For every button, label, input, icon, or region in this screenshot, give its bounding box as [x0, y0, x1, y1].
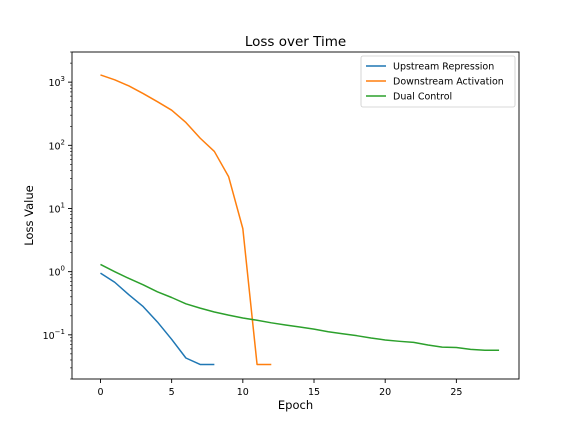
series-line-3 — [100, 263, 500, 352]
legend-label: Upstream Repression — [393, 62, 494, 73]
y-tick-label: 101 — [48, 201, 65, 215]
chart-title: Loss over Time — [245, 34, 346, 50]
series-line-1 — [100, 272, 215, 366]
y-axis-label: Loss Value — [22, 185, 36, 245]
x-tick-label: 25 — [450, 387, 462, 398]
legend-label: Downstream Activation — [393, 77, 504, 88]
x-axis-ticks: 0 5 10 15 20 25 — [97, 379, 462, 398]
x-axis-label: Epoch — [278, 398, 313, 412]
series-lines — [100, 74, 500, 366]
legend: Upstream Repression Downstream Activation… — [360, 55, 516, 108]
x-tick-label: 15 — [308, 387, 320, 398]
x-tick-label: 20 — [379, 387, 391, 398]
x-tick-label: 5 — [169, 387, 175, 398]
y-axis-ticks: 103 102 101 100 10−1 — [43, 51, 72, 380]
plot-frame — [71, 51, 520, 380]
y-tick-label: 100 — [48, 265, 65, 279]
y-tick-label: 10−1 — [43, 328, 65, 342]
legend-label: Dual Control — [393, 92, 452, 103]
legend-box — [360, 55, 516, 108]
x-tick-label: 0 — [97, 387, 103, 398]
series-line-2 — [100, 74, 272, 366]
x-tick-label: 10 — [237, 387, 249, 398]
y-tick-label: 103 — [48, 75, 65, 89]
y-tick-label: 102 — [48, 138, 65, 152]
